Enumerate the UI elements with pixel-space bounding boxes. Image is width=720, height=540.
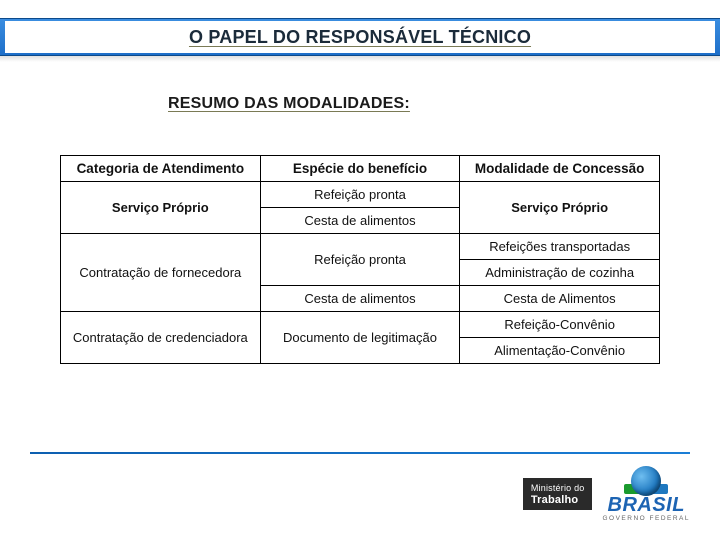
table-row: Contratação de fornecedora Refeição pron… bbox=[61, 234, 660, 260]
slide: O PAPEL DO RESPONSÁVEL TÉCNICO RESUMO DA… bbox=[0, 0, 720, 540]
table-cell: Cesta de alimentos bbox=[260, 286, 460, 312]
table-cell: Refeições transportadas bbox=[460, 234, 660, 260]
slide-title: O PAPEL DO RESPONSÁVEL TÉCNICO bbox=[189, 27, 531, 48]
table-cell: Documento de legitimação bbox=[260, 312, 460, 364]
ministry-label: Ministério do Trabalho bbox=[523, 478, 593, 510]
table-cell: Serviço Próprio bbox=[61, 182, 261, 234]
brazil-sub: GOVERNO FEDERAL bbox=[602, 515, 690, 522]
title-shadow bbox=[0, 56, 720, 62]
modalities-table: Categoria de Atendimento Espécie do bene… bbox=[60, 155, 660, 364]
title-bar: O PAPEL DO RESPONSÁVEL TÉCNICO bbox=[0, 18, 720, 56]
slide-subtitle: RESUMO DAS MODALIDADES: bbox=[168, 95, 410, 113]
table-header: Categoria de Atendimento bbox=[61, 156, 261, 182]
table-cell: Contratação de fornecedora bbox=[61, 234, 261, 312]
ministry-top: Ministério do bbox=[531, 483, 585, 493]
table-cell: Refeição-Convênio bbox=[460, 312, 660, 338]
table-cell: Administração de cozinha bbox=[460, 260, 660, 286]
table-row: Serviço Próprio Refeição pronta Serviço … bbox=[61, 182, 660, 208]
table-header-row: Categoria de Atendimento Espécie do bene… bbox=[61, 156, 660, 182]
table-cell: Contratação de credenciadora bbox=[61, 312, 261, 364]
table-cell: Serviço Próprio bbox=[460, 182, 660, 234]
table-cell: Refeição pronta bbox=[260, 234, 460, 286]
table-row: Contratação de credenciadora Documento d… bbox=[61, 312, 660, 338]
ministry-bottom: Trabalho bbox=[531, 494, 585, 506]
brazil-text: BRASIL bbox=[608, 494, 685, 517]
table-cell: Refeição pronta bbox=[260, 182, 460, 208]
brazil-gov-logo: BRASIL GOVERNO FEDERAL bbox=[602, 466, 690, 522]
footer-logo-block: Ministério do Trabalho BRASIL GOVERNO FE… bbox=[523, 466, 690, 522]
table-cell: Cesta de Alimentos bbox=[460, 286, 660, 312]
table-cell: Cesta de alimentos bbox=[260, 208, 460, 234]
table-cell: Alimentação-Convênio bbox=[460, 338, 660, 364]
table-header: Modalidade de Concessão bbox=[460, 156, 660, 182]
footer-divider bbox=[30, 452, 690, 454]
table-header: Espécie do benefício bbox=[260, 156, 460, 182]
title-inner: O PAPEL DO RESPONSÁVEL TÉCNICO bbox=[5, 21, 715, 53]
